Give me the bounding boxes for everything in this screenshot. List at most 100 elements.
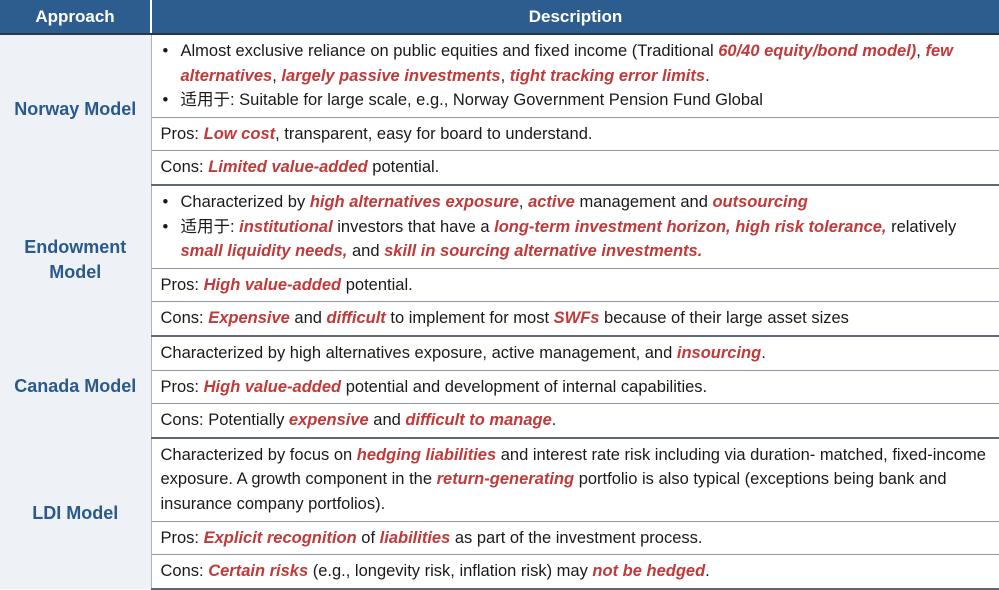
highlight-text: Low cost bbox=[203, 124, 276, 143]
approach-column-header: Approach bbox=[0, 0, 152, 35]
ldi-pros-cell: Pros: Explicit recognition of liabilitie… bbox=[151, 521, 999, 556]
approach-endowment-model: Endowment Model bbox=[0, 184, 152, 336]
highlight-text: Explicit recognition bbox=[203, 528, 357, 547]
text: portfolio is also typical (exceptions be… bbox=[160, 470, 947, 513]
cons-label: Cons: bbox=[160, 562, 209, 581]
highlight-text: long-term investment horizon, high risk … bbox=[494, 217, 887, 236]
text: Characterized by focus on bbox=[160, 445, 357, 464]
highlight-text: Expensive bbox=[208, 309, 290, 328]
text: relatively bbox=[886, 217, 957, 236]
text: . bbox=[761, 343, 766, 362]
highlight-text: not be hedged bbox=[592, 562, 706, 581]
text: , transparent, easy for board to underst… bbox=[275, 124, 593, 143]
highlight-text: active bbox=[528, 192, 575, 211]
cons-label: Cons: bbox=[160, 411, 209, 430]
canada-cons-row: Cons: Potentially expensive and difficul… bbox=[0, 403, 999, 439]
ldi-description-cell: Characterized by focus on hedging liabil… bbox=[151, 437, 999, 522]
norway-description-row: Norway Model • Almost exclusive reliance … bbox=[0, 34, 999, 185]
highlight-text: hedging liabilities bbox=[356, 445, 497, 464]
endowment-cons-cell: Cons: Expensive and difficult to impleme… bbox=[151, 301, 999, 337]
norway-pros-row: Pros: Low cost, transparent, easy for bo… bbox=[0, 117, 999, 152]
endowment-description-row: Endowment Model • Characterized by high a… bbox=[0, 184, 999, 336]
canada-description-cell: Characterized by high alternatives expos… bbox=[151, 335, 999, 371]
text: potential. bbox=[341, 275, 413, 294]
list-item: • 适用于: institutional investors that have … bbox=[161, 215, 990, 264]
text: , bbox=[500, 66, 510, 85]
text: , bbox=[518, 192, 529, 211]
endowment-pros-row: Pros: High value-added potential. bbox=[0, 268, 999, 303]
text: Characterized by bbox=[180, 192, 310, 211]
pros-label: Pros: bbox=[160, 528, 204, 547]
canada-pros-cell: Pros: High value-added potential and dev… bbox=[151, 370, 999, 405]
highlight-text: expensive bbox=[288, 411, 369, 430]
highlight-text: small liquidity needs, bbox=[180, 242, 348, 261]
list-item: • Characterized by high alternatives expo… bbox=[161, 190, 990, 215]
suitable-for-label: 适用于 bbox=[180, 90, 231, 110]
description-column-header: Description bbox=[151, 0, 999, 35]
highlight-text: Limited value-added bbox=[208, 158, 368, 177]
text: , bbox=[272, 66, 282, 85]
canada-cons-cell: Cons: Potentially expensive and difficul… bbox=[151, 403, 999, 439]
list-item: • Almost exclusive reliance on public equ… bbox=[161, 39, 990, 88]
text: and bbox=[368, 411, 406, 430]
canada-pros-row: Pros: High value-added potential and dev… bbox=[0, 370, 999, 405]
text: . bbox=[551, 411, 557, 430]
highlight-text: return-generating bbox=[436, 470, 575, 489]
norway-cons-row: Cons: Limited value-added potential. bbox=[0, 150, 999, 186]
text: (e.g., longevity risk, inflation risk) m… bbox=[308, 562, 593, 581]
canada-description-row: Canada Model Characterized by high alter… bbox=[0, 335, 999, 438]
text: and bbox=[289, 309, 327, 328]
highlight-text: tight tracking error limits bbox=[509, 66, 706, 85]
text: : Suitable for large scale, e.g., Norway… bbox=[230, 91, 763, 110]
text: Almost exclusive reliance on public equi… bbox=[180, 42, 719, 60]
text: and bbox=[347, 242, 385, 261]
pros-label: Pros: bbox=[160, 377, 204, 396]
approach-norway-model: Norway Model bbox=[0, 34, 152, 185]
text: . bbox=[705, 562, 710, 581]
norway-cons-cell: Cons: Limited value-added potential. bbox=[151, 150, 999, 186]
highlight-text: largely passive investments bbox=[281, 66, 501, 85]
ldi-cons-cell: Cons: Certain risks (e.g., longevity ris… bbox=[151, 554, 999, 590]
highlight-text: skill in sourcing alternative investment… bbox=[384, 242, 703, 261]
ldi-description-row: LDI Model Characterized by focus on hedg… bbox=[0, 437, 999, 589]
norway-description-cell: • Almost exclusive reliance on public equ… bbox=[151, 34, 999, 118]
text: potential and development of internal ca… bbox=[341, 377, 708, 396]
highlight-text: High value-added bbox=[203, 275, 342, 294]
text: management and bbox=[574, 192, 713, 211]
text: as part of the investment process. bbox=[450, 528, 703, 547]
highlight-text: liabilities bbox=[379, 528, 451, 547]
text: Potentially bbox=[208, 411, 289, 430]
bullet-icon: • bbox=[162, 42, 169, 60]
header-row: Approach Description bbox=[0, 0, 999, 35]
pros-label: Pros: bbox=[160, 124, 204, 143]
highlight-text: insourcing bbox=[676, 343, 762, 362]
text: potential. bbox=[367, 158, 440, 177]
endowment-description-cell: • Characterized by high alternatives expo… bbox=[151, 184, 999, 269]
approach-ldi-model: LDI Model bbox=[0, 437, 152, 589]
highlight-text: difficult bbox=[326, 309, 386, 328]
text: to implement for most bbox=[385, 309, 554, 328]
list-item: • 适用于: Suitable for large scale, e.g., No… bbox=[161, 88, 990, 113]
highlight-text: SWFs bbox=[553, 309, 600, 328]
highlight-text: Certain risks bbox=[208, 562, 309, 581]
ldi-pros-row: Pros: Explicit recognition of liabilitie… bbox=[0, 521, 999, 556]
text: : bbox=[230, 217, 240, 236]
text: investors that have a bbox=[332, 217, 495, 236]
bullet-icon: • bbox=[162, 192, 169, 211]
approach-canada-model: Canada Model bbox=[0, 335, 152, 438]
highlight-text: outsourcing bbox=[712, 192, 808, 211]
bullet-icon: • bbox=[162, 217, 169, 236]
highlight-text: difficult to manage bbox=[405, 411, 552, 430]
text: because of their large asset sizes bbox=[599, 309, 849, 328]
text: of bbox=[356, 528, 380, 547]
highlight-text: High value-added bbox=[203, 377, 342, 396]
norway-pros-cell: Pros: Low cost, transparent, easy for bo… bbox=[151, 117, 999, 152]
text: , bbox=[916, 42, 926, 60]
highlight-text: institutional bbox=[239, 217, 333, 236]
text: . bbox=[705, 66, 710, 85]
text: and interest rate risk including via dur… bbox=[160, 445, 986, 489]
highlight-text: high alternatives exposure bbox=[309, 192, 519, 211]
endowment-pros-cell: Pros: High value-added potential. bbox=[151, 268, 999, 303]
cons-label: Cons: bbox=[160, 309, 209, 328]
